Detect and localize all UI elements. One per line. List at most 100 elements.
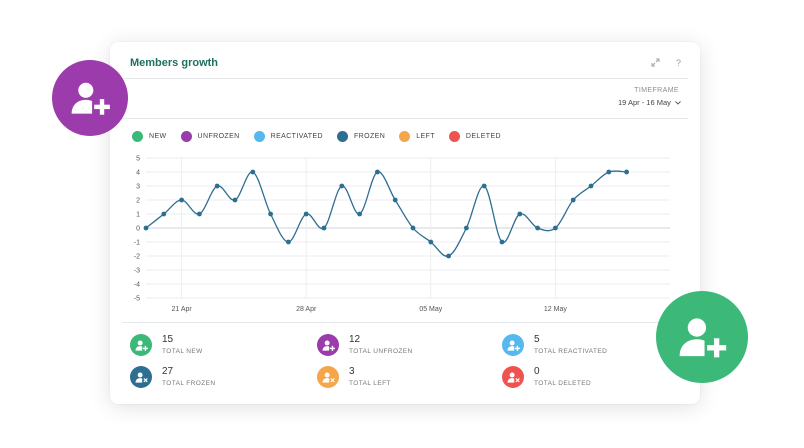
stat-value: 27 (162, 366, 174, 377)
timeframe-select[interactable]: 19 Apr - 16 May (618, 98, 681, 107)
stat-total-unfrozen: 12 TOTAL UNFROZEN (317, 334, 413, 356)
legend-item-new[interactable]: NEW (132, 131, 167, 142)
stat-value: 15 (162, 334, 174, 345)
legend-item-left[interactable]: LEFT (399, 131, 435, 142)
data-point (410, 225, 416, 231)
legend-dot (337, 131, 348, 142)
stat-total-deleted: 0 TOTAL DELETED (502, 366, 591, 388)
data-point (232, 197, 238, 203)
data-point (268, 211, 273, 217)
y-tick-label: 5 (136, 156, 140, 163)
data-point (303, 211, 309, 217)
stat-label: TOTAL FROZEN (162, 380, 216, 387)
legend-label: DELETED (465, 133, 501, 140)
y-tick-label: 0 (136, 226, 140, 233)
legend-dot (132, 131, 143, 142)
data-point (588, 183, 594, 189)
y-tick-label: -2 (134, 254, 140, 261)
user-plus-icon (317, 334, 339, 356)
data-point (214, 183, 220, 189)
data-point (517, 211, 523, 217)
series-line (145, 170, 627, 257)
data-point (339, 183, 345, 189)
x-tick-label: 28 Apr (296, 306, 317, 313)
stat-label: TOTAL LEFT (349, 380, 391, 387)
stat-label: TOTAL DELETED (534, 380, 592, 387)
legend-item-unfrozen[interactable]: UNFROZEN (180, 131, 240, 142)
stat-value: 0 (534, 366, 540, 377)
data-point (392, 197, 398, 203)
header-divider (122, 78, 688, 79)
y-tick-label: -1 (134, 240, 140, 247)
data-point (570, 197, 576, 203)
user-plus-icon (502, 334, 524, 356)
user-plus-icon (130, 334, 152, 356)
data-point (286, 239, 291, 245)
stat-total-frozen: 27 TOTAL FROZEN (130, 366, 215, 388)
data-point (179, 197, 184, 203)
user-remove-icon (502, 366, 524, 388)
legend-label: UNFROZEN (197, 133, 240, 140)
stats-divider (122, 322, 688, 323)
members-growth-card: Members growth ? TIMEFRAME 19 Apr - 16 M… (110, 42, 700, 404)
chevron-down-icon (675, 101, 681, 105)
y-tick-label: -3 (134, 268, 140, 275)
data-point (250, 169, 256, 175)
legend-label: LEFT (416, 133, 435, 140)
stat-label: TOTAL REACTIVATED (534, 348, 608, 355)
data-point (481, 183, 487, 189)
line-chart: 5 4 3 2 1 0 -1 -2 -3 -4 -5 21 Apr 28 Apr 05 May 12 May (134, 156, 670, 313)
legend-item-deleted[interactable]: DELETED (448, 131, 501, 142)
y-tick-label: 2 (136, 198, 140, 205)
data-point (535, 225, 540, 231)
expand-icon[interactable] (651, 58, 660, 69)
legend-item-frozen[interactable]: FROZEN (337, 131, 385, 142)
data-point (375, 169, 380, 175)
stat-total-reactivated: 5 TOTAL REACTIVATED (502, 334, 607, 356)
user-add-badge-purple (52, 60, 128, 136)
timeframe-value: 19 Apr - 16 May (617, 98, 671, 107)
user-remove-icon (317, 366, 339, 388)
x-tick-label: 05 May (419, 306, 442, 313)
stat-value: 3 (349, 366, 355, 377)
stat-total-left: 3 TOTAL LEFT (317, 366, 391, 388)
stat-value: 12 (349, 334, 361, 345)
stat-label: TOTAL NEW (162, 348, 203, 355)
legend-dot (399, 131, 411, 142)
data-point (499, 239, 505, 245)
chart-legend: NEW UNFROZEN REACTIVATED FROZEN LEFT DELETED (132, 131, 515, 142)
legend-label: FROZEN (354, 133, 386, 140)
stat-total-new: 15 TOTAL NEW (130, 334, 203, 356)
y-tick-label: -5 (134, 296, 140, 303)
data-point (197, 211, 202, 217)
data-point (606, 169, 612, 175)
card-title: Members growth (130, 57, 219, 69)
timeframe-divider (122, 118, 688, 119)
data-point (357, 211, 362, 217)
legend-dot (448, 131, 460, 142)
user-remove-icon (130, 366, 152, 388)
legend-item-reactivated[interactable]: REACTIVATED (253, 131, 323, 142)
x-tick-label: 21 Apr (171, 306, 192, 313)
data-point (161, 211, 167, 217)
legend-label: REACTIVATED (270, 133, 323, 140)
data-point (464, 225, 469, 231)
data-point (428, 239, 434, 245)
legend-label: NEW (149, 133, 167, 140)
user-add-badge-green (656, 291, 748, 383)
help-icon[interactable]: ? (676, 58, 682, 68)
stat-label: TOTAL UNFROZEN (349, 348, 413, 355)
y-tick-label: 1 (136, 212, 140, 219)
data-point (143, 225, 149, 231)
stat-value: 5 (534, 334, 540, 345)
y-tick-label: -4 (134, 282, 140, 289)
data-point (446, 253, 451, 259)
data-point (624, 169, 629, 175)
timeframe-label: TIMEFRAME (634, 87, 679, 94)
data-point (553, 225, 558, 231)
x-tick-label: 12 May (544, 306, 567, 313)
y-tick-label: 3 (136, 184, 140, 191)
legend-dot (180, 131, 192, 142)
legend-dot (253, 131, 265, 142)
y-tick-label: 4 (136, 170, 140, 177)
